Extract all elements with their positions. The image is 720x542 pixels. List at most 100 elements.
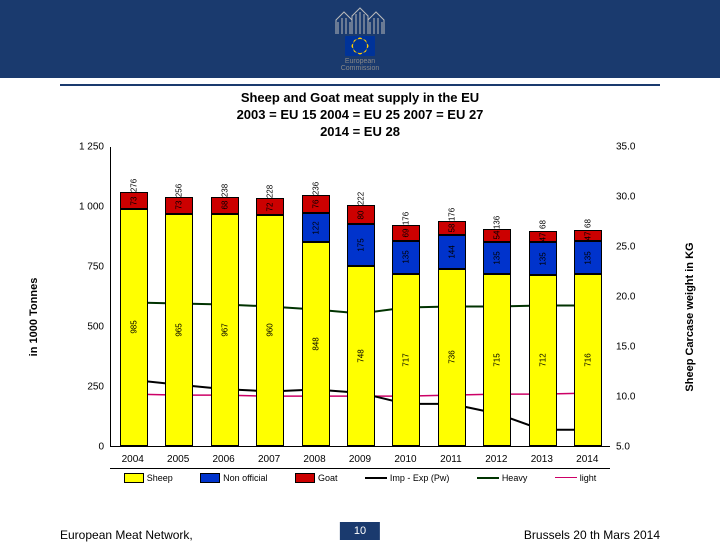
xtick: 2006: [213, 454, 235, 465]
bar-seg-goat: 80: [347, 205, 375, 224]
xtick: 2008: [303, 454, 325, 465]
ytick-left: 1 250: [70, 141, 104, 152]
xtick: 2009: [349, 454, 371, 465]
bar-group: 76122848236: [302, 195, 330, 446]
bar-seg-goat: 58: [438, 221, 466, 235]
legend-sheep: Sheep: [124, 473, 173, 483]
title-line-3: 2014 = EU 28: [0, 124, 720, 141]
legend-goat: Goat: [295, 473, 338, 483]
bar-value-label: 135: [402, 251, 411, 264]
bar-seg-goat: 73: [165, 197, 193, 215]
bar-seg-non: 135: [574, 241, 602, 273]
bar-value-label: 144: [447, 245, 456, 258]
bar-seg-sheep: 715: [483, 274, 511, 446]
bar-group: 68967238: [211, 197, 239, 445]
xtick: 2005: [167, 454, 189, 465]
bar-seg-sheep: 748: [347, 266, 375, 446]
bar-top-label: 228: [266, 185, 275, 198]
bar-value-label: 58: [447, 223, 456, 232]
bar-value-label: 848: [311, 337, 320, 350]
bar-top-label: 176: [447, 207, 456, 220]
bar-seg-sheep: 848: [302, 242, 330, 446]
bar-value-label: 135: [538, 252, 547, 265]
bar-value-label: 135: [493, 251, 502, 264]
bar-value-label: 69: [402, 228, 411, 237]
bar-seg-goat: 68: [211, 197, 239, 213]
chart-title: Sheep and Goat meat supply in the EU 200…: [0, 90, 720, 141]
xtick: 2004: [122, 454, 144, 465]
eu-flag-icon: [345, 36, 375, 56]
bar-value-label: 47: [538, 232, 547, 241]
bar-seg-sheep: 716: [574, 274, 602, 446]
bar-seg-goat: 72: [256, 198, 284, 215]
bar-group: 69135717176: [392, 225, 420, 446]
org-name-1: European: [345, 58, 375, 65]
org-name-2: Commission: [341, 65, 380, 72]
title-line-2: 2003 = EU 15 2004 = EU 25 2007 = EU 27: [0, 107, 720, 124]
bar-seg-non: 135: [483, 242, 511, 274]
bar-top-label: 68: [584, 219, 593, 228]
bar-seg-goat: 47: [529, 231, 557, 242]
page-number: 10: [340, 522, 380, 540]
bar-group: 73985276: [120, 192, 148, 446]
bar-value-label: 72: [266, 202, 275, 211]
chart-legend: Sheep Non official Goat Imp - Exp (Pw) H…: [110, 468, 610, 487]
xtick: 2014: [576, 454, 598, 465]
y-axis-right-label: Sheep Carcase weight in KG: [684, 242, 696, 391]
bar-top-label: 236: [311, 181, 320, 194]
legend-imp-exp: Imp - Exp (Pw): [365, 473, 450, 483]
ytick-right: 15.0: [616, 341, 650, 352]
bar-value-label: 715: [493, 353, 502, 366]
bar-top-label: 68: [538, 220, 547, 229]
bar-group: 4713571668: [574, 230, 602, 445]
legend-non-official: Non official: [200, 473, 267, 483]
legend-heavy: Heavy: [477, 473, 528, 483]
xtick: 2007: [258, 454, 280, 465]
bar-value-label: 967: [220, 323, 229, 336]
bar-seg-goat: 73: [120, 192, 148, 210]
y-axis-left-label: in 1000 Tonnes: [28, 277, 40, 356]
ytick-left: 1 000: [70, 201, 104, 212]
bar-value-label: 73: [175, 201, 184, 210]
bar-seg-non: 144: [438, 235, 466, 270]
bar-top-label: 276: [129, 179, 138, 192]
bar-seg-goat: 54: [483, 229, 511, 242]
bar-seg-non: 175: [347, 224, 375, 266]
bar-seg-sheep: 967: [211, 214, 239, 446]
bar-value-label: 122: [311, 221, 320, 234]
ytick-right: 35.0: [616, 141, 650, 152]
bar-value-label: 80: [357, 210, 366, 219]
bar-value-label: 716: [584, 353, 593, 366]
legend-light: light: [555, 473, 597, 483]
bar-seg-sheep: 965: [165, 214, 193, 446]
ytick-right: 10.0: [616, 391, 650, 402]
bar-value-label: 68: [220, 201, 229, 210]
xtick: 2013: [531, 454, 553, 465]
bar-value-label: 985: [129, 321, 138, 334]
bar-value-label: 965: [175, 323, 184, 336]
bar-value-label: 717: [402, 353, 411, 366]
bar-value-label: 712: [538, 354, 547, 367]
bar-seg-goat: 69: [392, 225, 420, 242]
bar-seg-sheep: 985: [120, 209, 148, 445]
slide-header: EuropeanCommission: [0, 0, 720, 78]
bar-value-label: 76: [311, 199, 320, 208]
bar-value-label: 736: [447, 351, 456, 364]
ytick-left: 500: [70, 321, 104, 332]
bar-top-label: 222: [357, 192, 366, 205]
bar-group: 80175748222: [347, 205, 375, 446]
bar-value-label: 748: [357, 349, 366, 362]
bar-value-label: 175: [357, 238, 366, 251]
bar-value-label: 54: [493, 231, 502, 240]
bar-group: 58144736176: [438, 221, 466, 446]
bar-seg-non: 135: [392, 241, 420, 273]
bar-top-label: 136: [493, 216, 502, 229]
bar-top-label: 256: [175, 183, 184, 196]
xtick: 2011: [440, 454, 462, 465]
ytick-right: 20.0: [616, 291, 650, 302]
bar-seg-non: 135: [529, 242, 557, 274]
bar-seg-non: 122: [302, 213, 330, 242]
bar-group: 54135715136: [483, 229, 511, 446]
bar-seg-goat: 47: [574, 230, 602, 241]
bar-group: 72960228: [256, 198, 284, 446]
